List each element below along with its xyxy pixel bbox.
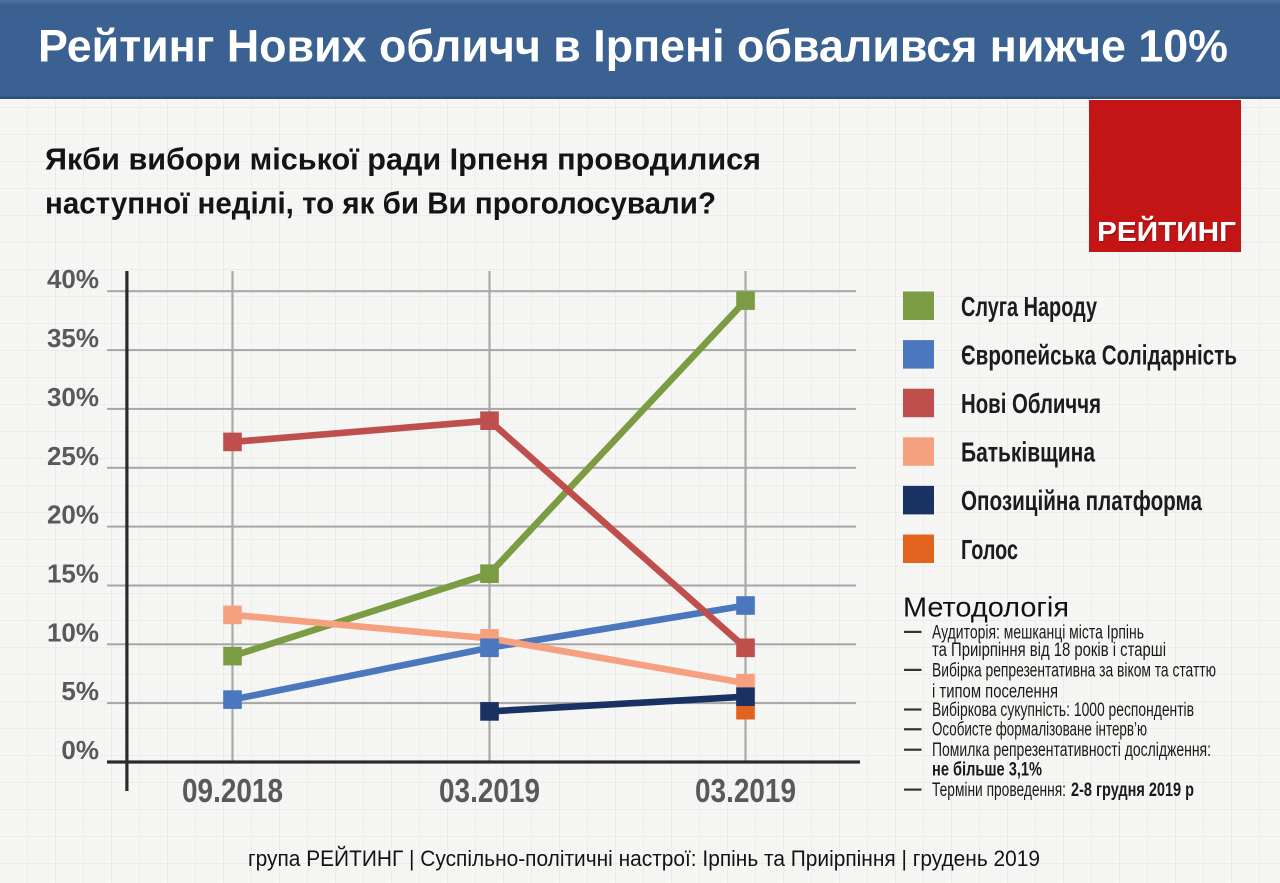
svg-text:09.2018: 09.2018 <box>182 772 283 809</box>
svg-text:група РЕЙТИНГ | Суспільно-полі: група РЕЙТИНГ | Суспільно-політичні наст… <box>248 846 1040 871</box>
svg-text:Вибіркова сукупність: 1000 рес: Вибіркова сукупність: 1000 респондентів <box>932 700 1194 721</box>
svg-text:20%: 20% <box>47 500 99 530</box>
svg-text:03.2019: 03.2019 <box>439 772 540 809</box>
svg-text:не більше 3,1%: не більше 3,1% <box>932 759 1042 780</box>
svg-text:Особисте формалізоване інтерв’: Особисте формалізоване інтерв’ю <box>932 720 1147 741</box>
svg-text:наступної неділі, то як би Ви: наступної неділі, то як би Ви проголосув… <box>45 186 716 221</box>
svg-text:Помилка репрезентативності дос: Помилка репрезентативності дослідження: <box>932 740 1211 761</box>
svg-text:Аудиторія: мешканці міста Ірпі: Аудиторія: мешканці міста Ірпінь <box>932 622 1144 643</box>
svg-text:2-8 грудня 2019 р: 2-8 грудня 2019 р <box>1071 780 1194 801</box>
svg-text:15%: 15% <box>47 559 99 589</box>
svg-text:10%: 10% <box>47 617 99 647</box>
svg-text:Слуга Народу: Слуга Народу <box>961 291 1097 322</box>
svg-text:Вибірка репрезентативна за вік: Вибірка репрезентативна за віком та стат… <box>932 660 1216 681</box>
svg-text:25%: 25% <box>47 441 99 471</box>
svg-text:Нові Обличчя: Нові Обличчя <box>961 388 1101 419</box>
svg-text:Батьківщина: Батьківщина <box>961 437 1095 468</box>
svg-text:Опозиційна платформа: Опозиційна платформа <box>961 485 1202 516</box>
svg-text:Голос: Голос <box>961 534 1018 565</box>
svg-text:0%: 0% <box>61 735 99 765</box>
svg-text:40%: 40% <box>47 264 99 294</box>
svg-text:5%: 5% <box>61 676 99 706</box>
svg-text:і типом поселення: і типом поселення <box>932 682 1058 703</box>
svg-text:та Приірпіння від 18 років і с: та Приірпіння від 18 років і старші <box>932 640 1166 661</box>
svg-text:35%: 35% <box>47 323 99 353</box>
svg-text:Терміни проведення:: Терміни проведення: <box>932 780 1066 801</box>
svg-text:РЕЙТИНГ: РЕЙТИНГ <box>1097 215 1236 247</box>
svg-text:Рейтинг Нових обличч в Ірпені: Рейтинг Нових обличч в Ірпені обвалився … <box>38 21 1228 72</box>
svg-text:03.2019: 03.2019 <box>695 772 796 809</box>
svg-text:РЕЙТИНГ: РЕЙТИНГ <box>1098 217 1237 249</box>
svg-text:30%: 30% <box>47 382 99 412</box>
svg-text:Методологія: Методологія <box>903 592 1069 623</box>
svg-text:Європейська Солідарність: Європейська Солідарність <box>961 339 1237 370</box>
svg-text:Якби вибори міської ради Ірпен: Якби вибори міської ради Ірпеня проводил… <box>45 142 761 177</box>
